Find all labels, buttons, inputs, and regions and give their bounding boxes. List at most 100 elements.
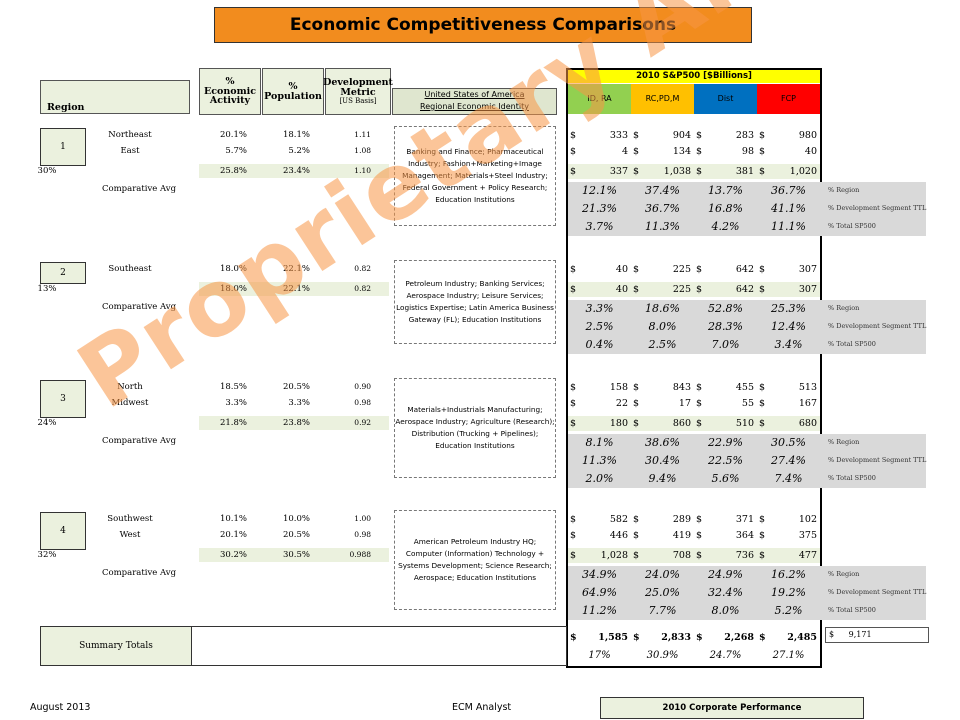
dev-header-sub: [US Basis] [339,96,377,105]
region-number: 4 [40,512,86,550]
sp500-value: 167 [798,398,817,409]
sp500-value-cell: $513 [757,380,820,395]
sp500-value-cell: $680 [757,416,820,431]
comparative-avg-label: Comparative Avg [102,568,177,578]
region-number: 1 [40,128,86,166]
side-label: % Development Segment TTL [828,456,927,464]
sp500-value-cell: $843 [631,380,694,395]
side-label: % Development Segment TTL [828,204,927,212]
sp500-value-cell: $167 [757,396,820,411]
grand-total-box: $ 9,171 [825,627,929,643]
sp500-value: 225 [672,264,691,275]
currency-symbol: $ [759,146,766,157]
side-label: % Development Segment TTL [828,322,927,330]
sp500-value: 134 [672,146,691,157]
economic-identity: Materials+Industrials Manufacturing; Aer… [394,378,556,478]
currency-symbol: $ [633,146,640,157]
currency-symbol: $ [570,398,577,409]
dev-metric: 0.98 [354,398,371,407]
side-label: % Region [828,570,860,578]
side-label: % Total SP500 [828,474,876,482]
percent-cell: 4.2% [711,220,740,233]
sp500-col-header: Dist [694,84,757,114]
grand-total-currency: $ [829,630,835,639]
sp500-value-cell: $17 [631,396,694,411]
percent-cell: 28.3% [708,320,743,333]
percent-cell: 19.2% [771,586,806,599]
currency-symbol: $ [570,514,577,525]
sp500-frame [566,68,822,668]
percent-band [568,300,926,354]
dev-header-label: Development Metric [323,76,393,98]
sp500-value-cell: $1,038 [631,164,694,179]
econ-activity: 18.0% [219,264,247,274]
percent-cell: 7.4% [774,472,803,485]
region-number: 3 [40,380,86,418]
percent-cell: 3.4% [774,338,803,351]
sp500-value-cell: $582 [568,512,631,527]
currency-symbol: $ [633,130,640,141]
percent-cell: 18.6% [645,302,680,315]
dev-header: Development Metric [US Basis] [323,68,393,115]
dev-total: 0.988 [349,550,371,559]
sp500-value: 102 [798,514,817,525]
percent-cell: 7.0% [711,338,740,351]
econ-total: 30.2% [219,550,247,560]
summary-label-box: Summary Totals [40,626,192,666]
sp500-value-cell: $510 [694,416,757,431]
sp500-value: 337 [609,166,628,177]
region-header-label: Region [47,102,85,114]
dev-metric: 1.00 [354,514,371,523]
pop-header: % Population [262,68,324,115]
currency-symbol: $ [633,632,640,643]
sp500-value-cell: $283 [694,128,757,143]
economic-identity: American Petroleum Industry HQ; Computer… [394,510,556,610]
percent-cell: 25.3% [771,302,806,315]
dev-metric: 0.82 [354,264,371,273]
dev-total: 1.10 [354,166,371,175]
summary-percent: 24.7% [709,650,742,661]
percent-cell: 25.0% [645,586,680,599]
sp500-value-cell: $381 [694,164,757,179]
economic-identity: Petroleum Industry; Banking Services; Ae… [394,260,556,344]
sp500-value-cell: $736 [694,548,757,563]
sp500-value: 680 [798,418,817,429]
side-label: % Total SP500 [828,222,876,230]
econ-header-label: % Economic Activity [203,75,257,107]
subregion-name: Southwest [107,514,153,524]
percent-cell: 22.5% [708,454,743,467]
sp500-value: 510 [735,418,754,429]
population: 3.3% [288,398,310,408]
population: 10.0% [282,514,310,524]
sp500-col-header: RC,PD,M [631,84,694,114]
currency-symbol: $ [759,264,766,275]
region-share: 32% [37,550,57,560]
sp500-value: 708 [672,550,691,561]
region-share: 13% [37,284,57,294]
sp500-value-cell: $98 [694,144,757,159]
percent-cell: 27.4% [771,454,806,467]
currency-symbol: $ [696,166,703,177]
sp500-value-cell: $102 [757,512,820,527]
sp500-value: 98 [741,146,754,157]
population: 5.2% [288,146,310,156]
summary-percent: 27.1% [772,650,805,661]
subregion-name: Northeast [108,130,152,140]
sp500-value-cell: $860 [631,416,694,431]
sp500-value-cell: $40 [757,144,820,159]
percent-cell: 24.9% [708,568,743,581]
percent-cell: 5.2% [774,604,803,617]
sp500-value-cell: $642 [694,282,757,297]
currency-symbol: $ [570,130,577,141]
sp500-value: 40 [804,146,817,157]
side-label: % Development Segment TTL [828,588,927,596]
side-label: % Total SP500 [828,340,876,348]
currency-symbol: $ [633,166,640,177]
currency-symbol: $ [759,418,766,429]
sp500-value-cell: $225 [631,282,694,297]
sp500-value: 4 [621,146,628,157]
currency-symbol: $ [696,550,703,561]
sp500-col-header: ID, RA [568,84,631,114]
pop-total: 30.5% [282,550,310,560]
percent-cell: 3.3% [585,302,614,315]
